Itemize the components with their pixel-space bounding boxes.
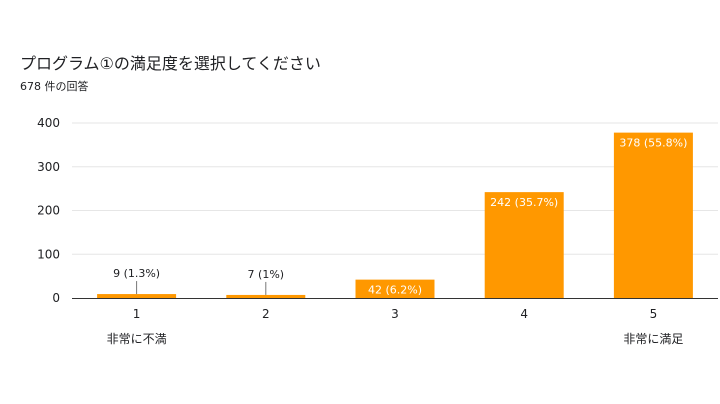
data-label: 9 (1.3%) bbox=[113, 267, 160, 280]
bar-3 bbox=[355, 279, 435, 298]
chart-title: プログラム①の満足度を選択してください bbox=[20, 54, 321, 73]
y-tick-label: 0 bbox=[52, 291, 60, 305]
x-tick-label: 5 bbox=[650, 307, 658, 321]
bar-2 bbox=[226, 294, 306, 298]
bars bbox=[97, 132, 693, 298]
y-tick-label: 300 bbox=[37, 160, 60, 174]
data-label: 42 (6.2%) bbox=[368, 284, 422, 297]
data-label: 7 (1%) bbox=[248, 268, 285, 281]
bar-1 bbox=[97, 294, 177, 298]
data-labels: 9 (1.3%) 7 (1%) 42 (6.2%) 242 (35.7%) 378 (5… bbox=[113, 137, 687, 297]
bar-5 bbox=[613, 132, 693, 298]
bar-4 bbox=[484, 192, 564, 298]
grid-lines bbox=[72, 122, 718, 255]
x-tick-label: 3 bbox=[391, 307, 399, 321]
x-tick-label: 4 bbox=[520, 307, 528, 321]
y-axis-ticks: 0 100 200 300 400 bbox=[37, 116, 60, 305]
x-tick-label: 2 bbox=[262, 307, 270, 321]
y-tick-label: 100 bbox=[37, 247, 60, 261]
y-tick-label: 400 bbox=[37, 116, 60, 130]
response-count: 678 件の回答 bbox=[20, 80, 89, 93]
data-label: 378 (55.8%) bbox=[619, 137, 687, 150]
x-axis-ticks: 1 非常に不満 2 3 4 5 非常に満足 bbox=[107, 307, 684, 346]
category-sublabel: 非常に満足 bbox=[623, 332, 683, 346]
category-sublabel: 非常に不満 bbox=[107, 332, 167, 346]
data-label: 242 (35.7%) bbox=[490, 196, 558, 209]
y-tick-label: 200 bbox=[37, 204, 60, 218]
x-tick-label: 1 bbox=[133, 307, 141, 321]
